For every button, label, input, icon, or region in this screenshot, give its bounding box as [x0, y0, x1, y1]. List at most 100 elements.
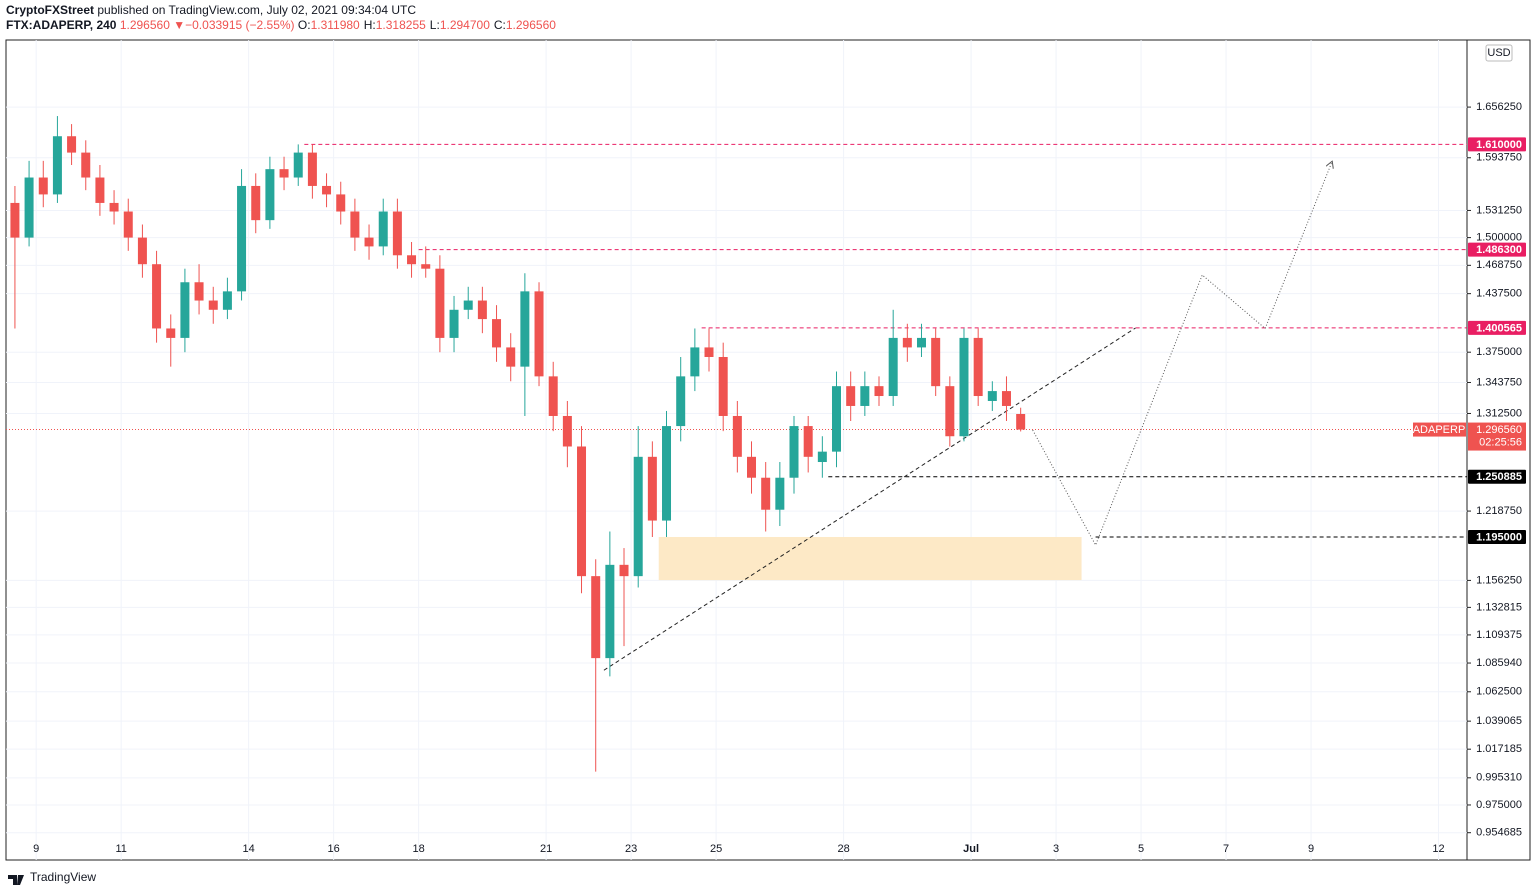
- candle-body: [732, 415, 742, 457]
- candle-body: [1016, 413, 1026, 430]
- y-tick-label: 1.500000: [1476, 232, 1522, 244]
- candle-body: [676, 376, 686, 427]
- candle-body: [378, 211, 388, 247]
- candle-body: [534, 291, 544, 377]
- candle-body: [902, 337, 912, 348]
- frame: [5, 39, 1531, 861]
- y-tick-label: 1.343750: [1476, 376, 1522, 388]
- candle-body: [704, 347, 714, 357]
- candle-body: [180, 282, 190, 338]
- candle-body: [831, 386, 841, 452]
- candle-body: [789, 426, 799, 478]
- candle-body: [562, 415, 572, 447]
- y-tick-label: 1.593750: [1476, 152, 1522, 164]
- y-tick-label: 0.975000: [1476, 799, 1522, 811]
- x-tick-label: 28: [837, 843, 849, 855]
- candle-body: [718, 356, 728, 416]
- candle-body: [931, 337, 941, 387]
- candle-body: [364, 237, 374, 247]
- y-tick-label: 1.375000: [1476, 346, 1522, 358]
- candle-body: [350, 211, 360, 238]
- candle-body: [222, 291, 232, 310]
- candle-body: [38, 177, 48, 195]
- header: CryptoFXStreet published on TradingView.…: [6, 3, 560, 33]
- ohlc-key: O:: [297, 18, 311, 32]
- candle-body: [987, 391, 997, 401]
- candle-body: [293, 152, 303, 178]
- trendline: [603, 327, 1136, 671]
- y-tick-label: 0.954685: [1476, 827, 1522, 839]
- countdown-label: 02:25:56: [1479, 436, 1522, 448]
- symbol-badge: [1413, 422, 1466, 437]
- candle-body: [52, 136, 62, 195]
- change: −0.033915 (−2.55%): [185, 18, 295, 32]
- candle-body: [520, 291, 530, 367]
- price-badge: [1468, 242, 1526, 257]
- price-badge-label: 1.195000: [1476, 531, 1522, 543]
- candle-body: [761, 477, 771, 510]
- candle-body: [817, 451, 827, 463]
- ohlc-value: 1.311980: [310, 18, 360, 32]
- x-tick-label: 16: [328, 843, 340, 855]
- y-tick-label: 1.312500: [1476, 407, 1522, 419]
- price-badge-label: 1.486300: [1476, 244, 1522, 256]
- candle-body: [548, 376, 558, 416]
- author: CryptoFXStreet: [6, 3, 95, 17]
- candle-body: [647, 456, 657, 521]
- y-tick-label: 1.156250: [1476, 574, 1522, 586]
- x-tick-label: 18: [413, 843, 425, 855]
- publish-line: CryptoFXStreet published on TradingView.…: [6, 3, 560, 18]
- symbol-badge-label: ADAPERP: [1413, 424, 1466, 436]
- currency: USD: [1487, 47, 1510, 59]
- x-tick-label: 7: [1223, 843, 1229, 855]
- ohlc-value: 1.296560: [505, 18, 556, 32]
- candle-body: [194, 282, 204, 301]
- y-tick-label: 1.085940: [1476, 657, 1522, 669]
- candle-body: [152, 264, 162, 329]
- price-badge-label: 1.610000: [1476, 139, 1522, 151]
- candle-body: [747, 456, 757, 478]
- candle-body: [463, 300, 473, 310]
- candle-body: [690, 347, 700, 377]
- x-tick-label: 5: [1138, 843, 1144, 855]
- candle-body: [633, 456, 643, 577]
- ohlc-key: C:: [493, 18, 506, 32]
- candle-body: [860, 386, 870, 406]
- y-tick-label: 1.039065: [1476, 715, 1522, 727]
- candle-body: [24, 177, 34, 238]
- candle-body: [251, 185, 261, 221]
- candle-body: [10, 202, 20, 238]
- y-tick-label: 1.468750: [1476, 259, 1522, 271]
- demand-zone: [658, 536, 1082, 581]
- x-tick-label: 3: [1053, 843, 1059, 855]
- candle-body: [945, 386, 955, 437]
- last: 1.296560: [119, 18, 170, 32]
- symbol-line: FTX:ADAPERP, 240 1.296560 ▼−0.033915 (−2…: [6, 18, 560, 33]
- candle-body: [95, 177, 105, 203]
- projection-path: [1032, 162, 1332, 547]
- price-badge: [1468, 320, 1526, 335]
- ohlc-key: H:: [363, 18, 376, 32]
- candle-body: [435, 268, 445, 338]
- candle-body: [392, 211, 402, 256]
- candle-body: [137, 237, 147, 265]
- candle-body: [265, 169, 275, 221]
- currency-box: [1485, 44, 1513, 62]
- ohlc-key: L:: [429, 18, 440, 32]
- candle-body: [577, 446, 587, 577]
- y-tick-label: 1.062500: [1476, 686, 1522, 698]
- price-badge: [1468, 137, 1526, 152]
- candle-body: [506, 347, 516, 367]
- x-tick-label: 21: [540, 843, 552, 855]
- grid: [6, 40, 1467, 860]
- symbol: FTX:ADAPERP, 240: [6, 18, 117, 32]
- candle-body: [166, 328, 176, 338]
- candle-body: [237, 185, 247, 292]
- candle-body: [307, 152, 317, 186]
- x-tick-label: Jul: [963, 843, 979, 855]
- y-tick-label: 1.437500: [1476, 288, 1522, 300]
- x-tick-label: 23: [625, 843, 637, 855]
- y-tick-label: 1.531250: [1476, 204, 1522, 216]
- candle-body: [67, 136, 77, 153]
